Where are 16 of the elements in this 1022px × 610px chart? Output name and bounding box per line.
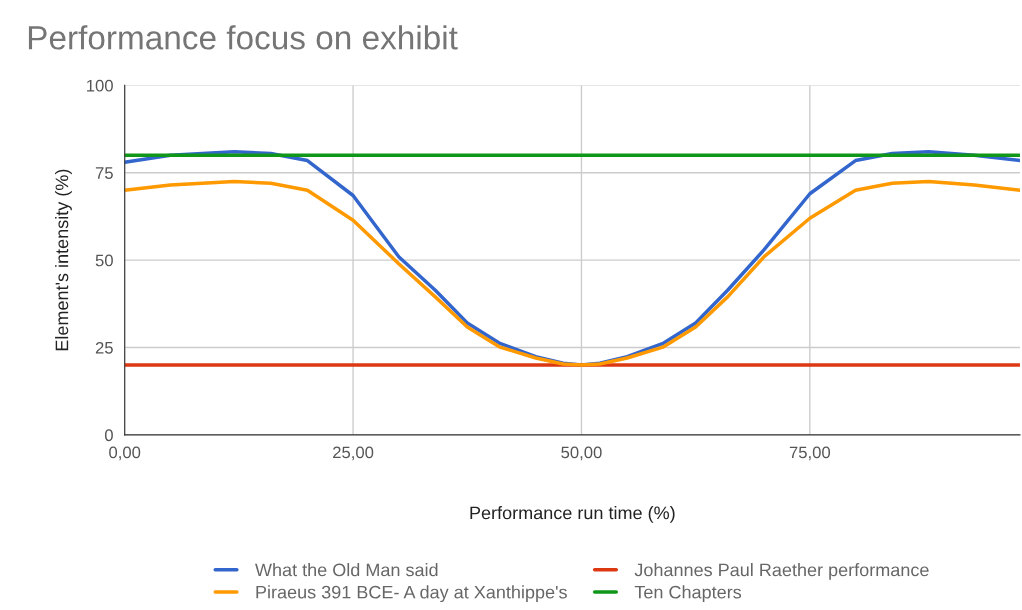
x-axis-title: Performance run time (%) xyxy=(470,506,675,523)
y-tick-label: 50 xyxy=(95,254,113,267)
x-tick-label: 25,00 xyxy=(333,446,374,461)
legend-label: Johannes Paul Raether performance xyxy=(634,563,929,580)
x-tick-label: 0,00 xyxy=(109,446,141,461)
legend-label: What the Old Man said xyxy=(255,563,438,577)
y-axis-title: Element's intensity (%) xyxy=(55,169,72,351)
legend-label: Piraeus 391 BCE- A day at Xanthippe's xyxy=(256,585,567,603)
x-tick-label: 75,00 xyxy=(789,446,831,461)
chart-title: Performance focus on exhibit xyxy=(28,25,458,50)
y-tick-label: 100 xyxy=(87,79,113,92)
y-tick-label: 0 xyxy=(104,429,113,442)
y-tick-label: 25 xyxy=(95,341,113,354)
legend-label: Ten Chapters xyxy=(634,585,742,603)
x-tick-label: 50,00 xyxy=(561,446,602,461)
y-tick-label: 75 xyxy=(95,167,113,179)
